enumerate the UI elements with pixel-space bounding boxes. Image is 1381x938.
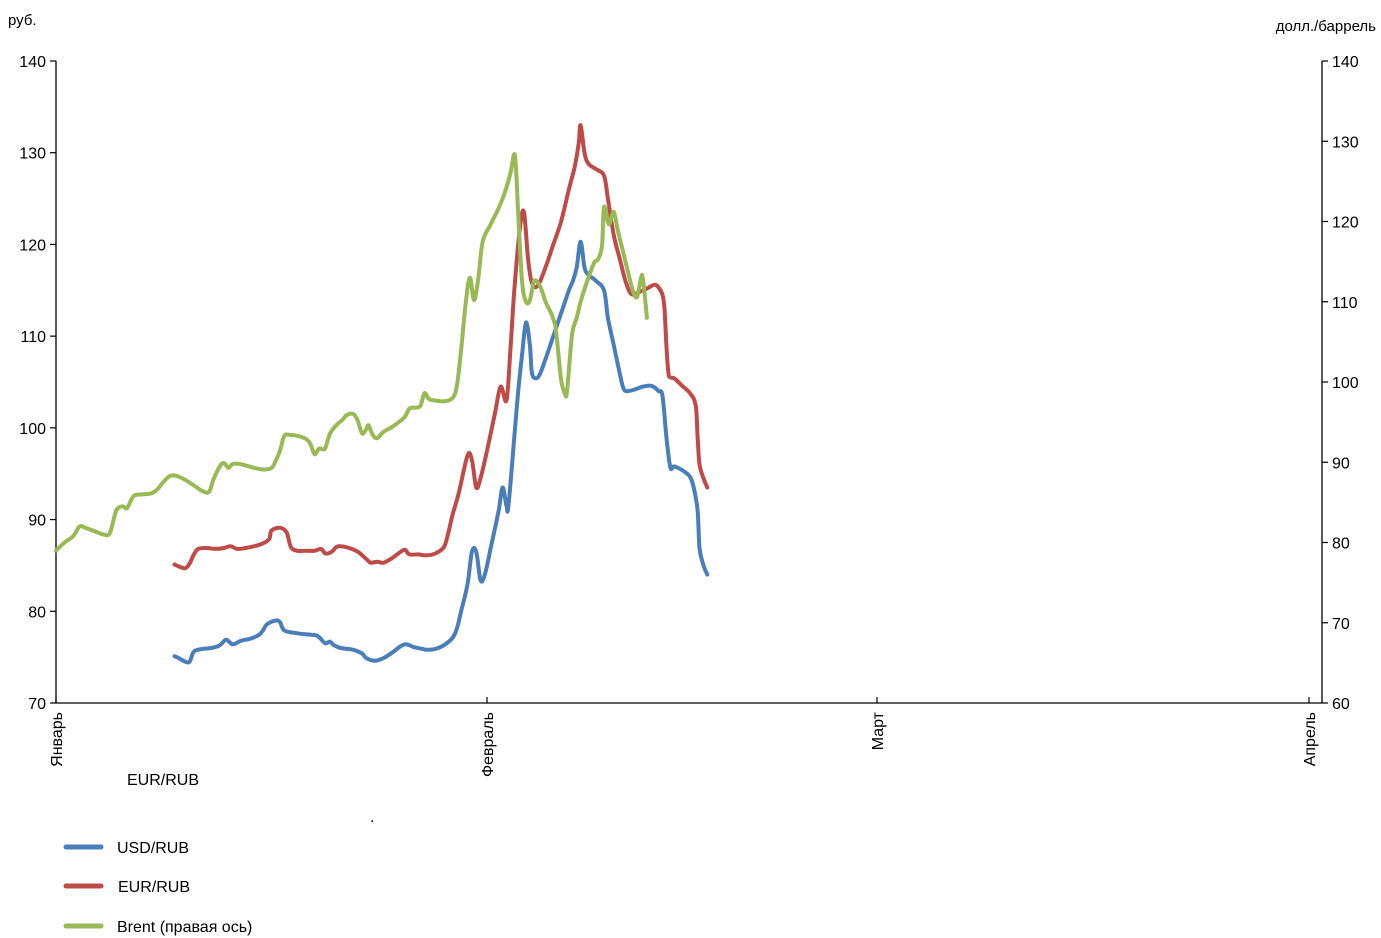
- left-tick-label: 120: [19, 237, 46, 254]
- right-tick-label: 60: [1332, 696, 1350, 713]
- series-lines: [54, 123, 710, 665]
- right-tick-label: 120: [1332, 215, 1359, 232]
- legend-label-eur-rub: EUR/RUB: [118, 879, 190, 896]
- right-axis-ticks: 60 70 80 90 100 110 120 130 140: [1322, 54, 1359, 713]
- legend-label-usd-rub: USD/RUB: [117, 840, 189, 857]
- right-tick-label: 90: [1332, 455, 1350, 472]
- right-tick-label: 110: [1332, 295, 1358, 312]
- right-tick-label: 100: [1332, 375, 1359, 392]
- left-tick-label: 100: [19, 421, 46, 438]
- legend-label-brent: Brent (правая ось): [117, 919, 252, 936]
- series-line-usd-rub: [172, 239, 710, 665]
- right-tick-label: 80: [1332, 536, 1350, 553]
- x-axis-ticks: Январь Февраль Март Апрель: [49, 697, 1319, 777]
- left-tick-label: 90: [28, 513, 46, 530]
- stray-dot: .: [370, 809, 374, 826]
- left-tick-label: 110: [20, 329, 46, 346]
- right-tick-label: 70: [1332, 616, 1350, 633]
- left-tick-label: 70: [28, 696, 46, 713]
- right-axis-unit: долл./баррель: [1276, 18, 1376, 35]
- x-tick-label: Март: [870, 711, 887, 750]
- left-tick-label: 140: [19, 54, 46, 71]
- left-axis-unit: руб.: [8, 12, 37, 29]
- right-tick-label: 140: [1332, 54, 1359, 71]
- right-tick-label: 130: [1332, 134, 1359, 151]
- left-tick-label: 80: [28, 604, 46, 621]
- left-tick-label: 130: [19, 146, 46, 163]
- left-axis-ticks: 70 80 90 100 110 120 130 140: [19, 54, 56, 713]
- x-tick-label: Апрель: [1302, 712, 1319, 766]
- series-line-eur-rub: [172, 123, 710, 571]
- stray-label: EUR/RUB: [127, 772, 199, 789]
- legend: USD/RUB EUR/RUB Brent (правая ось): [63, 840, 252, 936]
- series-line-brent: [54, 152, 649, 553]
- x-tick-label: Январь: [49, 712, 66, 767]
- x-tick-label: Февраль: [480, 712, 497, 777]
